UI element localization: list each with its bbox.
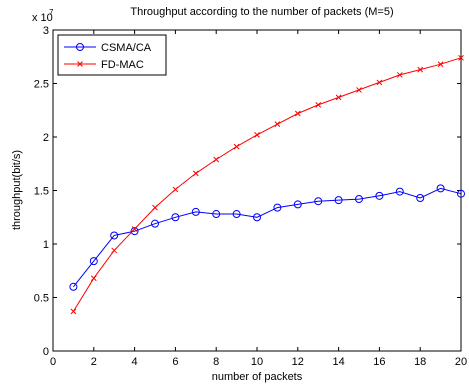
x-tick-label: 6 <box>172 356 178 368</box>
x-tick-label: 18 <box>414 356 426 368</box>
y-axis-exponent: x 10 7 <box>32 8 54 24</box>
legend: CSMA/CA FD-MAC <box>57 34 167 76</box>
data-point <box>253 213 261 222</box>
data-point <box>233 143 240 150</box>
data-point <box>70 308 77 315</box>
data-point <box>437 61 444 68</box>
y-tick-label: 2.5 <box>34 79 49 91</box>
x-tick-label: 12 <box>292 356 304 368</box>
data-point <box>417 66 424 73</box>
data-point <box>131 226 138 232</box>
data-point <box>254 132 260 138</box>
data-point <box>152 204 158 211</box>
legend-label: FD-MAC <box>101 59 144 71</box>
x-tick-label: 2 <box>91 356 97 368</box>
data-point <box>273 203 282 212</box>
legend-box <box>57 34 167 76</box>
y-tick-label: 0.5 <box>34 293 49 305</box>
x-tick-label: 10 <box>251 356 263 368</box>
data-point <box>458 54 464 61</box>
data-point <box>436 184 445 193</box>
data-point <box>375 191 384 200</box>
data-point <box>213 156 220 163</box>
data-point <box>192 170 199 177</box>
y-axis-title: throughput(bit/s) <box>11 150 23 230</box>
data-point <box>335 94 342 101</box>
y-exponent-power: 7 <box>49 8 54 17</box>
data-point <box>69 282 78 291</box>
series-line-1 <box>72 57 462 312</box>
y-tick-label: 1 <box>43 239 49 251</box>
series-line-0 <box>73 187 462 288</box>
y-tick-label: 1.5 <box>34 186 49 198</box>
data-point <box>396 72 403 78</box>
data-point <box>315 102 322 108</box>
data-point <box>334 196 343 205</box>
legend-marker <box>77 61 83 67</box>
data-point <box>457 189 465 198</box>
legend-marker <box>76 43 84 51</box>
y-tick-label: 2 <box>43 132 49 144</box>
data-point <box>191 207 200 216</box>
data-point <box>111 247 118 254</box>
x-tick-label: 0 <box>50 356 56 368</box>
x-tick-label: 16 <box>373 356 385 368</box>
data-point <box>89 257 98 266</box>
axes-frame <box>52 29 462 352</box>
data-point <box>294 110 301 117</box>
x-tick-label: 4 <box>132 356 138 368</box>
data-point <box>90 275 97 282</box>
legend-label: CSMA/CA <box>101 42 152 54</box>
data-point <box>212 210 221 219</box>
data-point <box>395 187 404 196</box>
y-tick-label: 3 <box>43 25 49 37</box>
x-axis-title: number of packets <box>212 371 303 383</box>
data-point <box>232 210 241 219</box>
chart-title: Throughput according to the number of pa… <box>130 6 393 18</box>
data-point <box>171 213 180 222</box>
y-exponent-base: x 10 <box>32 12 53 24</box>
data-point <box>376 79 383 86</box>
data-point <box>151 219 159 228</box>
y-tick-label: 0 <box>43 346 49 358</box>
data-point <box>314 197 323 206</box>
x-tick-label: 20 <box>455 356 467 368</box>
data-point <box>356 87 362 93</box>
x-tick-label: 14 <box>332 356 344 368</box>
x-tick-label: 8 <box>213 356 219 368</box>
data-point <box>355 195 363 204</box>
data-point <box>130 227 139 236</box>
data-point <box>274 121 281 128</box>
data-point <box>293 200 302 209</box>
plot-area: 0 2 4 6 8 10 12 14 16 18 20 0 0.5 1 1.5 2 2.5 3 <box>34 25 467 368</box>
data-point <box>110 231 119 240</box>
data-point <box>172 186 179 193</box>
data-point <box>416 193 425 202</box>
